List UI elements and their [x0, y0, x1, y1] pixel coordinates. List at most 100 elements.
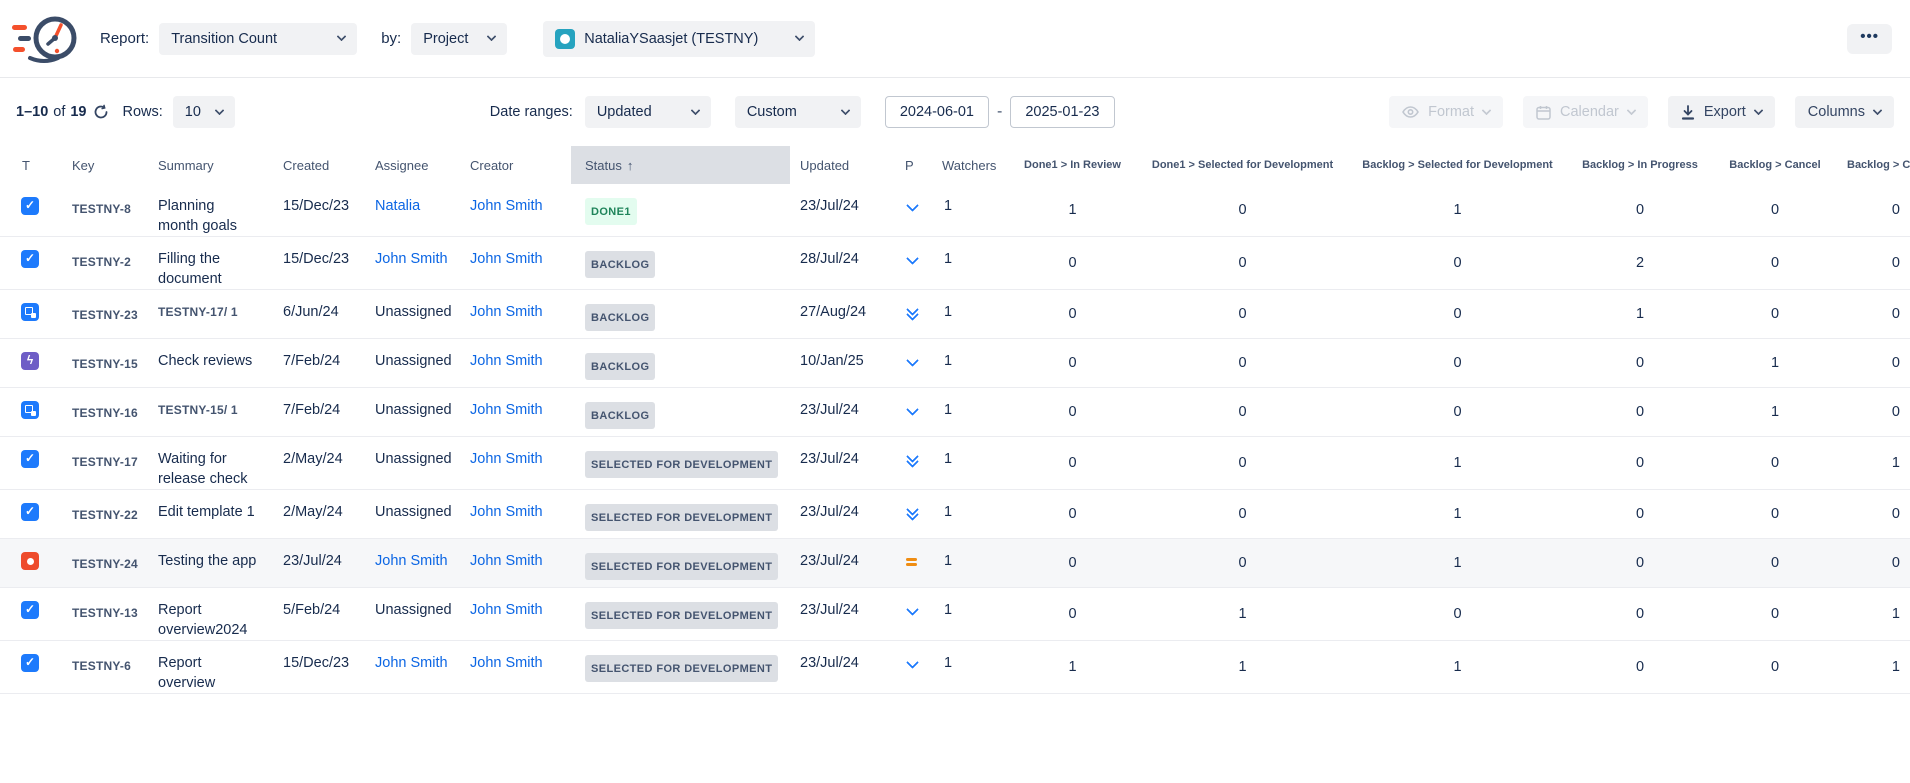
transition-count-3: 1	[1350, 539, 1565, 587]
col-header-type[interactable]: T	[0, 146, 52, 184]
col-header-status[interactable]: Status ↑	[571, 146, 790, 184]
table-row[interactable]: TESTNY-13 Report overview2024 5/Feb/24 U…	[0, 588, 1910, 641]
transition-count-1: 0	[1010, 437, 1135, 489]
transition-count-3: 0	[1350, 339, 1565, 387]
calendar-icon	[1536, 105, 1551, 120]
format-button[interactable]: Format	[1389, 96, 1503, 128]
creator-link[interactable]: John Smith	[470, 602, 543, 618]
creator-link[interactable]: John Smith	[470, 504, 543, 520]
priority-icon	[905, 200, 920, 215]
project-select[interactable]: NataliaYSaasjet (TESTNY)	[543, 21, 815, 57]
rows-select[interactable]: 10	[173, 96, 235, 128]
transition-count-2: 1	[1135, 588, 1350, 640]
col-header-transition-4[interactable]: Backlog > In Progress	[1565, 146, 1715, 184]
table-row[interactable]: TESTNY-15 Check reviews 7/Feb/24 Unassig…	[0, 339, 1910, 388]
col-header-updated[interactable]: Updated	[790, 146, 890, 184]
calendar-button[interactable]: Calendar	[1523, 96, 1648, 128]
col-header-assignee[interactable]: Assignee	[365, 146, 462, 184]
table-row[interactable]: TESTNY-17 Waiting for release check 2/Ma…	[0, 437, 1910, 490]
assignee-link[interactable]: Unassigned	[375, 353, 452, 369]
assignee-link[interactable]: Unassigned	[375, 602, 452, 618]
date-from-input[interactable]: 2024-06-01	[885, 96, 989, 128]
transition-count-4: 0	[1565, 588, 1715, 640]
date-field-select[interactable]: Updated	[585, 96, 711, 128]
transition-count-6: 0	[1835, 490, 1910, 538]
created-date: 6/Jun/24	[272, 290, 365, 338]
issue-summary: TESTNY-17/ 1	[158, 305, 238, 319]
assignee-link[interactable]: John Smith	[375, 553, 448, 569]
by-select[interactable]: Project	[411, 23, 507, 55]
col-header-transition-2[interactable]: Done1 > Selected for Development	[1135, 146, 1350, 184]
date-to-input[interactable]: 2025-01-23	[1010, 96, 1114, 128]
table-row[interactable]: TESTNY-6 Report overview 15/Dec/23 John …	[0, 641, 1910, 694]
transition-count-3: 1	[1350, 490, 1565, 538]
creator-link[interactable]: John Smith	[470, 353, 543, 369]
project-avatar	[555, 29, 575, 49]
transition-count-3: 1	[1350, 184, 1565, 236]
pagination-total: 19	[70, 104, 86, 120]
table-row[interactable]: TESTNY-2 Filling the document 15/Dec/23 …	[0, 237, 1910, 290]
col-header-watchers[interactable]: Watchers	[932, 146, 1010, 184]
transition-count-1: 0	[1010, 490, 1135, 538]
table-row[interactable]: TESTNY-24 Testing the app 23/Jul/24 John…	[0, 539, 1910, 588]
col-header-priority[interactable]: P	[890, 146, 932, 184]
watchers-count: 1	[932, 539, 1010, 587]
col-header-created[interactable]: Created	[272, 146, 365, 184]
creator-link[interactable]: John Smith	[470, 198, 543, 214]
assignee-link[interactable]: John Smith	[375, 655, 448, 671]
chevron-down-icon	[795, 32, 805, 42]
creator-link[interactable]: John Smith	[470, 304, 543, 320]
issue-summary: Report overview2024	[158, 602, 247, 638]
assignee-link[interactable]: Unassigned	[375, 402, 452, 418]
transition-count-2: 0	[1135, 437, 1350, 489]
table-row[interactable]: TESTNY-16 TESTNY-15/ 1 7/Feb/24 Unassign…	[0, 388, 1910, 437]
col-header-creator[interactable]: Creator	[462, 146, 571, 184]
transition-count-5: 0	[1715, 539, 1835, 587]
creator-link[interactable]: John Smith	[470, 553, 543, 569]
export-button[interactable]: Export	[1668, 96, 1775, 128]
col-header-transition-6[interactable]: Backlog > C	[1835, 146, 1910, 184]
updated-date: 27/Aug/24	[790, 290, 890, 338]
columns-button[interactable]: Columns	[1795, 96, 1894, 128]
table-row[interactable]: TESTNY-22 Edit template 1 2/May/24 Unass…	[0, 490, 1910, 539]
assignee-link[interactable]: Unassigned	[375, 451, 452, 467]
watchers-count: 1	[932, 388, 1010, 436]
created-date: 23/Jul/24	[272, 539, 365, 587]
priority-icon	[905, 604, 920, 619]
transition-count-4: 0	[1565, 641, 1715, 693]
col-header-summary[interactable]: Summary	[148, 146, 272, 184]
assignee-link[interactable]: Unassigned	[375, 504, 452, 520]
refresh-icon[interactable]	[93, 104, 109, 120]
created-date: 5/Feb/24	[272, 588, 365, 640]
created-date: 15/Dec/23	[272, 237, 365, 289]
col-header-key[interactable]: Key	[52, 146, 148, 184]
creator-link[interactable]: John Smith	[470, 251, 543, 267]
transition-count-2: 0	[1135, 539, 1350, 587]
transition-count-1: 0	[1010, 539, 1135, 587]
date-mode-select[interactable]: Custom	[735, 96, 861, 128]
report-select-value: Transition Count	[171, 31, 277, 47]
assignee-link[interactable]: John Smith	[375, 251, 448, 267]
transition-count-5: 1	[1715, 388, 1835, 436]
assignee-link[interactable]: Unassigned	[375, 304, 452, 320]
issue-summary: Check reviews	[158, 353, 252, 369]
transition-count-6: 1	[1835, 641, 1910, 693]
assignee-link[interactable]: Natalia	[375, 198, 420, 214]
updated-date: 23/Jul/24	[790, 490, 890, 538]
more-button[interactable]: •••	[1847, 24, 1892, 54]
creator-link[interactable]: John Smith	[470, 451, 543, 467]
col-header-transition-3[interactable]: Backlog > Selected for Development	[1350, 146, 1565, 184]
table-row[interactable]: TESTNY-8 Planning month goals 15/Dec/23 …	[0, 184, 1910, 237]
creator-link[interactable]: John Smith	[470, 402, 543, 418]
by-label: by:	[381, 30, 401, 47]
report-select[interactable]: Transition Count	[159, 23, 357, 55]
rows-label: Rows:	[123, 104, 163, 120]
creator-link[interactable]: John Smith	[470, 655, 543, 671]
transition-count-1: 1	[1010, 184, 1135, 236]
sort-ascending-icon: ↑	[627, 158, 634, 173]
col-header-transition-5[interactable]: Backlog > Cancel	[1715, 146, 1835, 184]
table-row[interactable]: TESTNY-23 TESTNY-17/ 1 6/Jun/24 Unassign…	[0, 290, 1910, 339]
rows-select-value: 10	[185, 104, 201, 120]
issue-summary: TESTNY-15/ 1	[158, 403, 238, 417]
col-header-transition-1[interactable]: Done1 > In Review	[1010, 146, 1135, 184]
